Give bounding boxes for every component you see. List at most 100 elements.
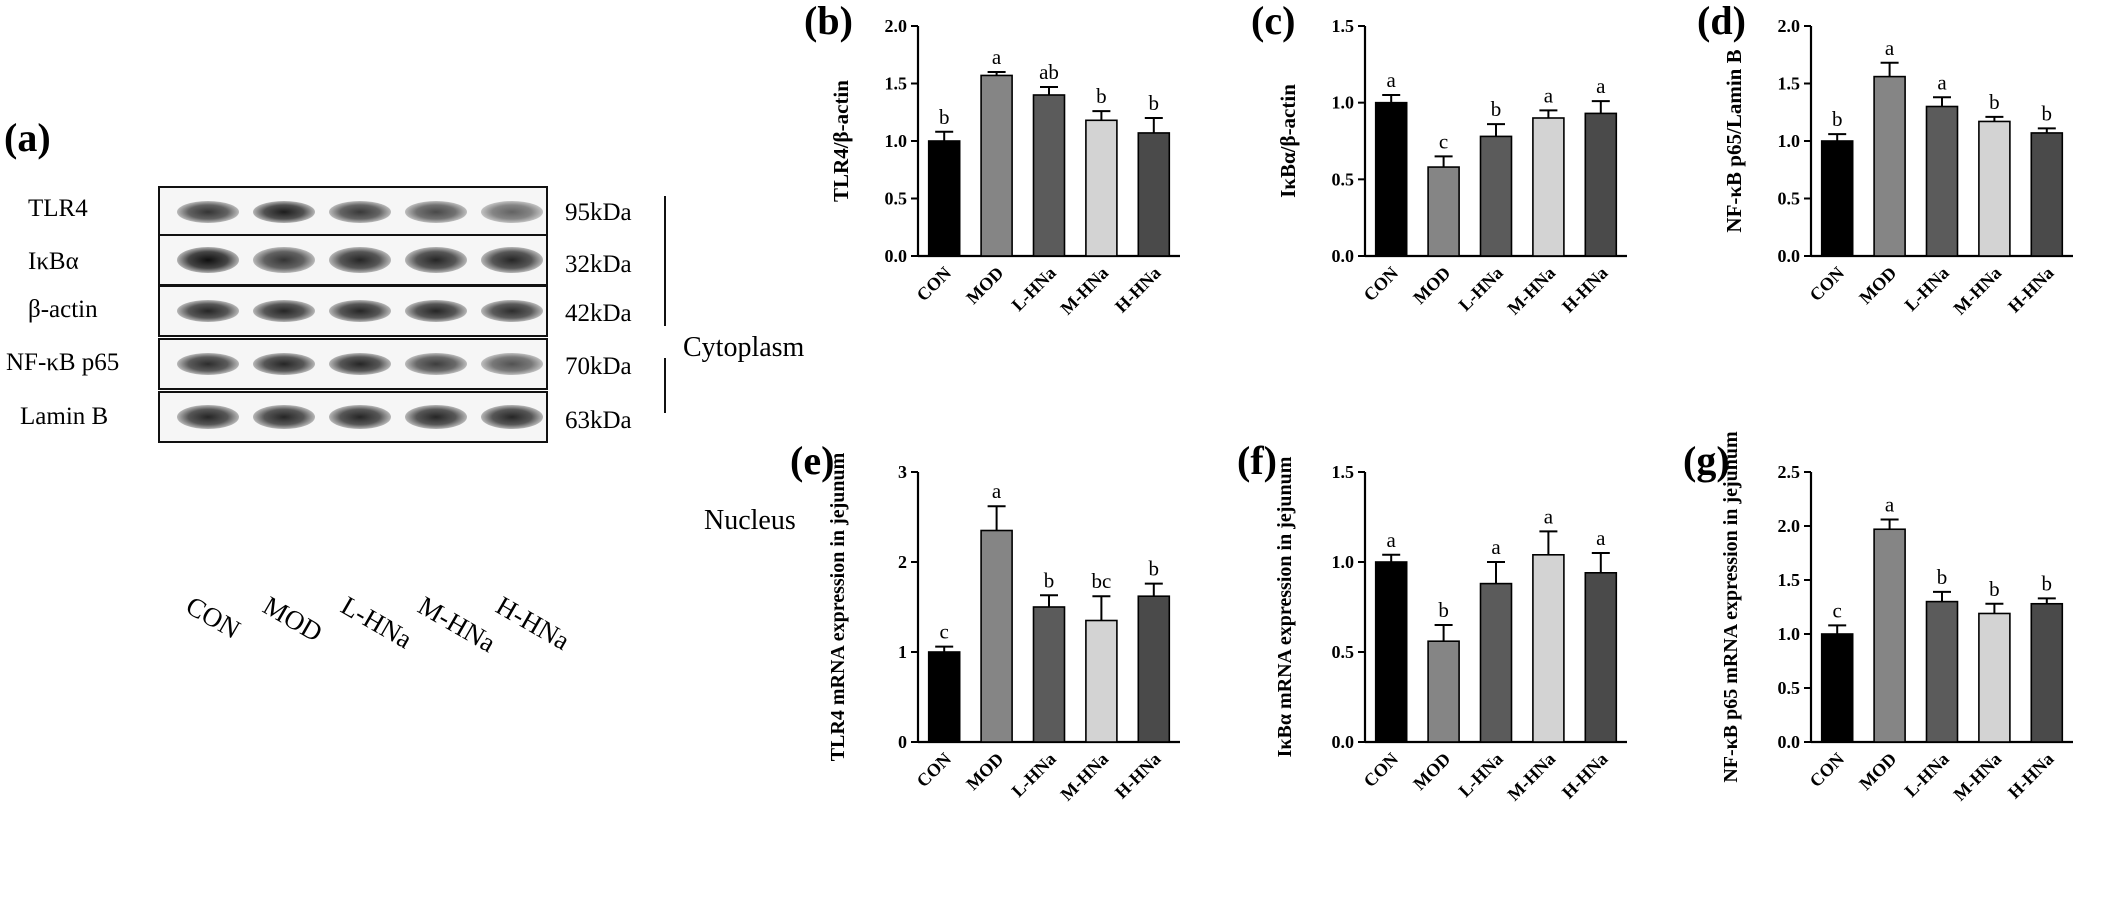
significance-label: bc <box>1091 569 1111 593</box>
nucleus-bracket <box>664 358 666 413</box>
significance-label: a <box>1596 526 1606 550</box>
y-tick-label: 1.0 <box>1778 131 1801 151</box>
y-tick-label: 1 <box>898 642 907 662</box>
bar <box>1085 119 1118 257</box>
blot-band <box>405 247 467 273</box>
y-tick-label: 2.5 <box>1778 462 1801 482</box>
y-tick-label: 0 <box>898 732 907 752</box>
blot-band <box>481 201 543 223</box>
significance-label: b <box>1989 577 2000 601</box>
lane-label-mod: MOD <box>258 590 328 648</box>
category-label: L-HNa <box>1901 749 1953 801</box>
significance-label: a <box>1544 83 1554 107</box>
category-label: MOD <box>1855 263 1900 308</box>
group-label-nucleus: Nucleus <box>704 505 796 536</box>
panel-letter: (g) <box>1683 438 1730 483</box>
bar <box>1479 582 1513 743</box>
category-label: M-HNa <box>1949 263 2005 319</box>
category-label: H-HNa <box>1111 749 1165 803</box>
blot-band <box>253 247 315 273</box>
bar <box>1820 633 1854 743</box>
category-label: L-HNa <box>1008 263 1060 315</box>
category-label: CON <box>1360 749 1402 791</box>
blot-label-lamin-b: Lamin B <box>20 403 109 430</box>
category-label: CON <box>913 749 955 791</box>
y-tick-label: 1.5 <box>885 74 908 94</box>
category-label: H-HNa <box>2004 263 2058 317</box>
significance-label: b <box>1989 90 2000 114</box>
category-label: H-HNa <box>1558 263 1612 317</box>
significance-label: a <box>1544 504 1554 528</box>
significance-label: b <box>1937 565 1948 589</box>
y-tick-label: 2.0 <box>885 16 908 36</box>
blot-label-beta-actin: β-actin <box>28 296 98 323</box>
panel-letter: (e) <box>790 438 834 483</box>
bar <box>1374 101 1408 257</box>
blot-band <box>329 300 391 322</box>
bar <box>1873 528 1906 743</box>
panel-letter: (d) <box>1697 0 1746 43</box>
bar <box>2030 132 2064 257</box>
bar <box>1137 595 1171 743</box>
bar <box>1820 140 1854 257</box>
bar <box>1137 132 1171 257</box>
significance-label: b <box>1491 97 1502 121</box>
category-label: L-HNa <box>1455 749 1507 801</box>
category-label: L-HNa <box>1008 749 1060 801</box>
blot-strip-nfkb-p65 <box>158 338 548 390</box>
lane-label-l-hna: L-HNa <box>336 590 418 655</box>
chart-g: (g)NF-κB p65 mRNA expression in jejunum 0… <box>1683 431 2073 805</box>
blot-strip-ikba <box>158 234 548 286</box>
y-tick-label: 1.5 <box>1332 16 1355 36</box>
panel-a-letter: (a) <box>4 115 51 160</box>
significance-label: a <box>1596 74 1606 98</box>
significance-label: a <box>1937 70 1947 94</box>
blot-band <box>329 247 391 273</box>
chart-c: (c) IκBα/β-actin 0.0 0.5 1.0 1.5 a CON c MOD b L-HN… <box>1251 0 1627 319</box>
panel-letter: (f) <box>1237 438 1277 483</box>
blot-band <box>481 353 543 375</box>
category-label: CON <box>1360 263 1402 305</box>
bar <box>1925 600 1959 743</box>
blot-band <box>253 353 315 375</box>
y-tick-label: 0.0 <box>1332 246 1355 266</box>
significance-label: a <box>992 479 1002 503</box>
category-label: M-HNa <box>1056 749 1112 805</box>
blot-band <box>329 405 391 429</box>
blot-size-ikba: 32kDa <box>565 251 632 278</box>
y-tick-label: 0.5 <box>1778 189 1801 209</box>
bar <box>1085 619 1118 743</box>
lane-label-h-hna: H-HNa <box>491 590 575 656</box>
significance-label: a <box>1387 528 1397 552</box>
bar <box>1032 606 1066 743</box>
lane-label-con: CON <box>181 590 246 645</box>
cytoplasm-bracket <box>664 196 666 326</box>
blot-band <box>481 405 543 429</box>
group-label-cytoplasm: Cytoplasm <box>683 332 805 363</box>
category-label: CON <box>1806 263 1848 305</box>
bar <box>1532 117 1565 257</box>
category-label: MOD <box>962 263 1007 308</box>
category-label: MOD <box>1409 263 1454 308</box>
y-tick-label: 2.0 <box>1778 16 1801 36</box>
bar <box>1427 640 1460 743</box>
bar <box>927 651 961 743</box>
significance-label: b <box>1044 568 1055 592</box>
y-tick-label: 1.5 <box>1778 570 1801 590</box>
blot-label-tlr4: TLR4 <box>28 195 88 222</box>
significance-label: a <box>992 45 1002 69</box>
y-tick-label: 2 <box>898 552 907 572</box>
category-label: L-HNa <box>1455 263 1507 315</box>
blot-band <box>329 201 391 223</box>
significance-label: b <box>2042 571 2053 595</box>
blot-strip-lamin-b <box>158 391 548 443</box>
y-axis-label: IκBα/β-actin <box>1276 84 1300 198</box>
bar <box>1978 612 2011 743</box>
blot-band <box>253 405 315 429</box>
category-label: H-HNa <box>1111 263 1165 317</box>
blot-band <box>405 300 467 322</box>
blot-band <box>177 247 239 273</box>
category-label: M-HNa <box>1503 263 1559 319</box>
blot-size-nfkb-p65: 70kDa <box>565 353 632 380</box>
bar <box>1873 75 1906 257</box>
